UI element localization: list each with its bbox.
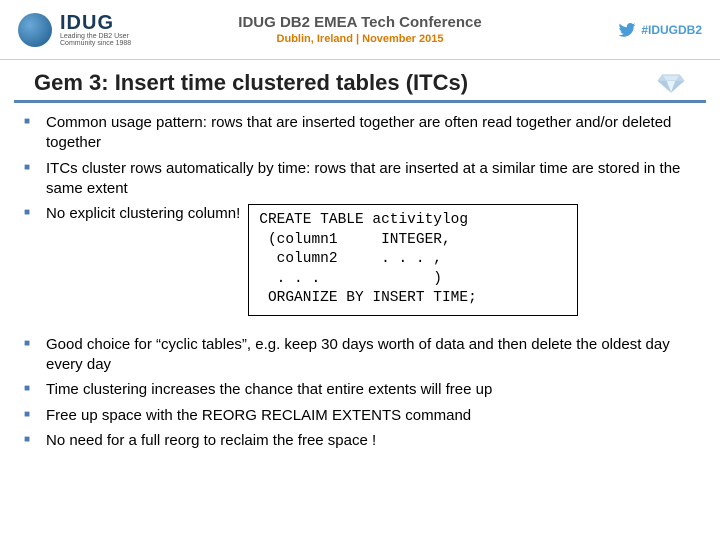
list-item-text: No explicit clustering column! [46, 204, 240, 224]
code-box: CREATE TABLE activitylog (column1 INTEGE… [248, 204, 578, 316]
list-item: Free up space with the REORG RECLAIM EXT… [46, 406, 696, 426]
conference-title: IDUG DB2 EMEA Tech Conference [238, 14, 481, 31]
title-bar: Gem 3: Insert time clustered tables (ITC… [14, 60, 706, 103]
content-area: Common usage pattern: rows that are inse… [0, 103, 720, 451]
logo-sub2: Community since 1988 [60, 40, 131, 47]
list-item: No explicit clustering column! CREATE TA… [46, 204, 696, 316]
conference-title-block: IDUG DB2 EMEA Tech Conference Dublin, Ir… [238, 14, 481, 45]
header-bar: IDUG Leading the DB2 User Community sinc… [0, 0, 720, 60]
list-item: Time clustering increases the chance tha… [46, 380, 696, 400]
list-item: Good choice for “cyclic tables”, e.g. ke… [46, 335, 696, 376]
hashtag: #IDUGDB2 [641, 23, 702, 37]
twitter-icon [618, 23, 636, 37]
logo-text: IDUG Leading the DB2 User Community sinc… [60, 13, 131, 47]
twitter-block: #IDUGDB2 [618, 23, 702, 37]
list-item: ITCs cluster rows automatically by time:… [46, 159, 696, 200]
bullet-list-bottom: Good choice for “cyclic tables”, e.g. ke… [24, 335, 696, 451]
globe-icon [18, 13, 52, 47]
conference-subtitle: Dublin, Ireland | November 2015 [238, 33, 481, 45]
list-item: No need for a full reorg to reclaim the … [46, 431, 696, 451]
logo-block: IDUG Leading the DB2 User Community sinc… [18, 13, 131, 47]
slide-title: Gem 3: Insert time clustered tables (ITC… [34, 70, 656, 96]
list-item: Common usage pattern: rows that are inse… [46, 113, 696, 154]
bullet-list-top: Common usage pattern: rows that are inse… [24, 113, 696, 316]
logo-sub1: Leading the DB2 User [60, 33, 131, 40]
gem-icon [656, 72, 686, 94]
logo-main: IDUG [60, 13, 131, 33]
